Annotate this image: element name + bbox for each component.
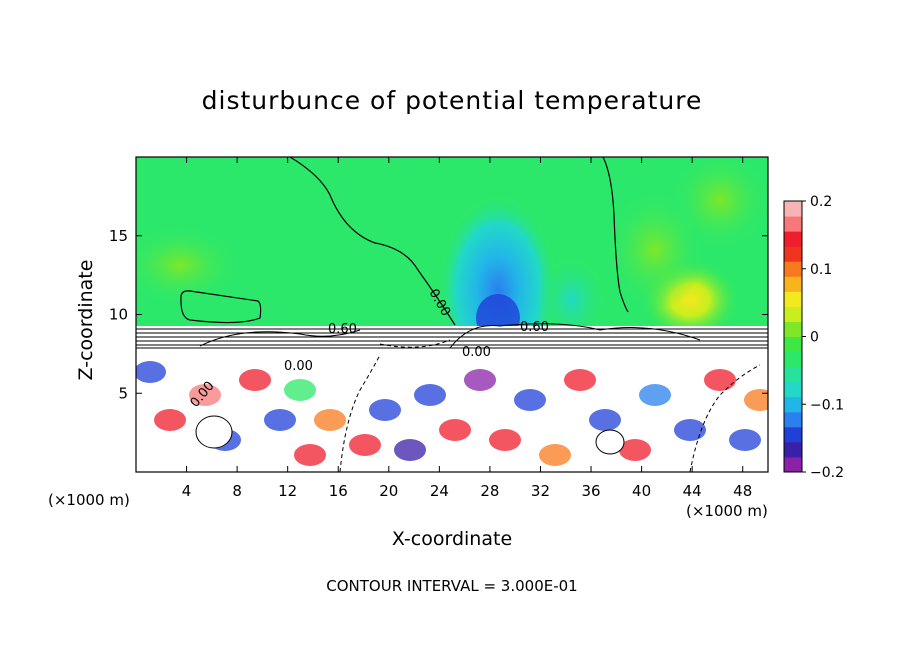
x-tick-label: 24 — [430, 482, 449, 500]
colorbar-tick-label: −0.2 — [810, 465, 844, 481]
turbulence-cell — [284, 379, 316, 401]
turbulence-cell — [489, 429, 521, 451]
colorbar-segment — [784, 351, 802, 368]
anomaly-light-left — [136, 225, 240, 305]
x-tick-label: 40 — [632, 482, 651, 500]
colorbar-segment — [784, 321, 802, 337]
y-tick-label: 10 — [109, 306, 128, 324]
anomaly-light-mid — [605, 190, 705, 310]
boundary-contours — [136, 323, 768, 349]
x-axis-unit-left: (×1000 m) — [48, 491, 130, 509]
anomaly-cyan-right — [537, 255, 607, 345]
colorbar-segment — [784, 201, 802, 217]
x-tick-label: 44 — [683, 482, 702, 500]
contour-label-0.00-mid: 0.00 — [462, 345, 491, 360]
upper-contours — [180, 157, 629, 326]
turbulence-cell — [189, 384, 221, 406]
colorbar-segment — [784, 336, 802, 353]
turbulence-cell — [439, 419, 471, 441]
turbulence-cell — [589, 409, 621, 431]
turbulence-cell — [349, 434, 381, 456]
x-tick-label: 4 — [182, 482, 192, 500]
turbulence-cell — [564, 369, 596, 391]
turbulence-cell — [294, 444, 326, 466]
colorbar-segment — [784, 456, 802, 473]
colorbar-segment — [784, 411, 802, 428]
turbulence-cell — [136, 361, 166, 383]
colorbar-segment — [784, 366, 802, 383]
colorbar-segment — [784, 261, 802, 277]
colorbar-tick-label: 0.1 — [810, 262, 832, 278]
contour-interval-note: CONTOUR INTERVAL = 3.000E-01 — [326, 577, 578, 595]
x-tick-label: 8 — [232, 482, 242, 500]
turbulence-cell — [704, 369, 736, 391]
colorbar-segment — [784, 246, 802, 262]
turbulence-cell — [239, 369, 271, 391]
colorbar-segment — [784, 216, 802, 232]
turbulence-cell — [414, 384, 446, 406]
colorbar-segment — [784, 381, 802, 398]
colorbar-tick-label: 0 — [810, 330, 819, 346]
y-tick-label: 15 — [109, 227, 128, 245]
colorbar-segment — [784, 441, 802, 458]
turbulence-cell — [154, 409, 186, 431]
colorbar-segment — [784, 276, 802, 292]
lower-layer-background — [136, 350, 768, 472]
contour-label-0.60-right: 0.60 — [520, 320, 549, 335]
x-tick-label: 28 — [480, 482, 499, 500]
contour-label-0.00-left: 0.00 — [284, 359, 313, 374]
contour-label-0.60-left: 0.60 — [328, 322, 357, 337]
turbulence-cell — [264, 409, 296, 431]
x-tick-label: 32 — [531, 482, 550, 500]
x-tick-label: 36 — [581, 482, 600, 500]
colorbar-segment — [784, 396, 802, 413]
x-tick-label: 20 — [379, 482, 398, 500]
x-axis-label: X-coordinate — [391, 528, 513, 550]
turbulence-cell — [464, 369, 496, 391]
colorbar-segment — [784, 231, 802, 247]
y-axis-ticks: 5 10 15 — [109, 227, 768, 402]
x-axis-unit-right: (×1000 m) — [686, 502, 768, 520]
turbulence-cell — [729, 429, 761, 451]
x-tick-label: 16 — [329, 482, 348, 500]
turbulence-cell — [314, 409, 346, 431]
y-tick-label: 5 — [118, 384, 128, 402]
turbulence-contour — [195, 415, 233, 449]
turbulence-cell — [514, 389, 546, 411]
turbulence-cell — [744, 389, 768, 411]
heatmap-field — [136, 157, 768, 472]
boundary-band — [136, 326, 768, 350]
turbulence-cell — [619, 439, 651, 461]
turbulence-contour — [339, 354, 381, 472]
colorbar: 0.2 0.1 0 −0.1 −0.2 — [783, 194, 844, 481]
x-tick-label: 48 — [733, 482, 752, 500]
turbulence-contour — [595, 429, 625, 455]
turbulence-cell — [639, 384, 671, 406]
x-tick-label: 12 — [278, 482, 297, 500]
chart-title: disturbunce of potential temperature — [201, 86, 703, 115]
colorbar-tick-label: −0.1 — [810, 397, 844, 413]
turbulence-cell — [674, 419, 706, 441]
turbulence-cell — [394, 439, 426, 461]
x-axis-ticks: 4 8 12 16 20 24 28 32 36 40 44 48 — [182, 157, 752, 500]
colorbar-segment — [784, 291, 802, 307]
colorbar-segment — [784, 426, 802, 443]
turbulence-cell — [539, 444, 571, 466]
colorbar-segment — [784, 306, 802, 322]
turbulence-cell — [369, 399, 401, 421]
turbulence-pattern — [136, 354, 768, 472]
colorbar-tick-label: 0.2 — [810, 194, 832, 210]
